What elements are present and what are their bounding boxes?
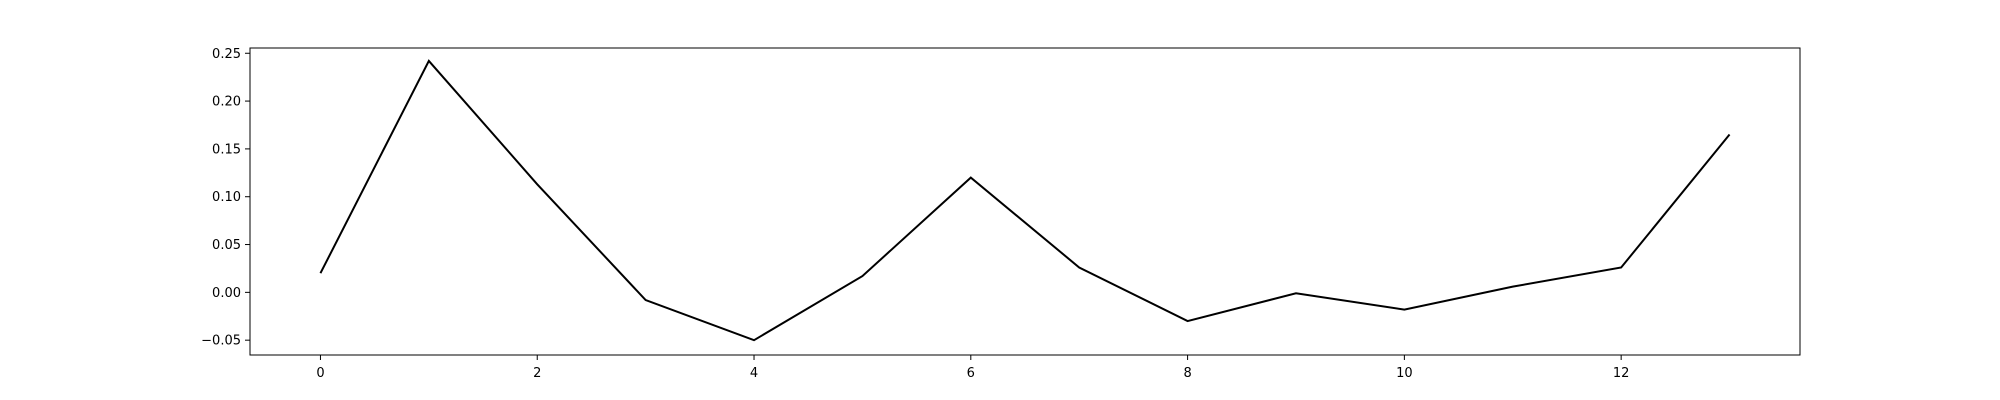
y-tick-label: 0.05 [212, 238, 241, 253]
y-tick-label: 0.10 [212, 190, 241, 205]
plot-frame [249, 47, 1801, 356]
y-tick-label: 0.00 [212, 286, 241, 301]
y-tick-label: 0.25 [212, 47, 241, 62]
y-tick-label: 0.20 [212, 95, 241, 110]
x-tick-label: 2 [533, 366, 541, 381]
plot-series [319, 59, 1731, 342]
x-tick-label: 12 [1613, 366, 1630, 381]
x-tick-label: 0 [316, 366, 324, 381]
x-axis: 0 2 4 6 8 10 12 [316, 355, 1629, 381]
x-tick-label: 4 [750, 366, 758, 381]
y-axis: −0.05 0.00 0.05 0.10 0.15 0.20 0.25 [201, 47, 250, 349]
x-tick-label: 10 [1396, 366, 1413, 381]
x-tick-label: 6 [967, 366, 975, 381]
series-line [319, 59, 1731, 342]
y-tick-label: −0.05 [201, 334, 241, 349]
x-tick-label: 8 [1183, 366, 1191, 381]
y-tick-label: 0.15 [212, 142, 241, 157]
